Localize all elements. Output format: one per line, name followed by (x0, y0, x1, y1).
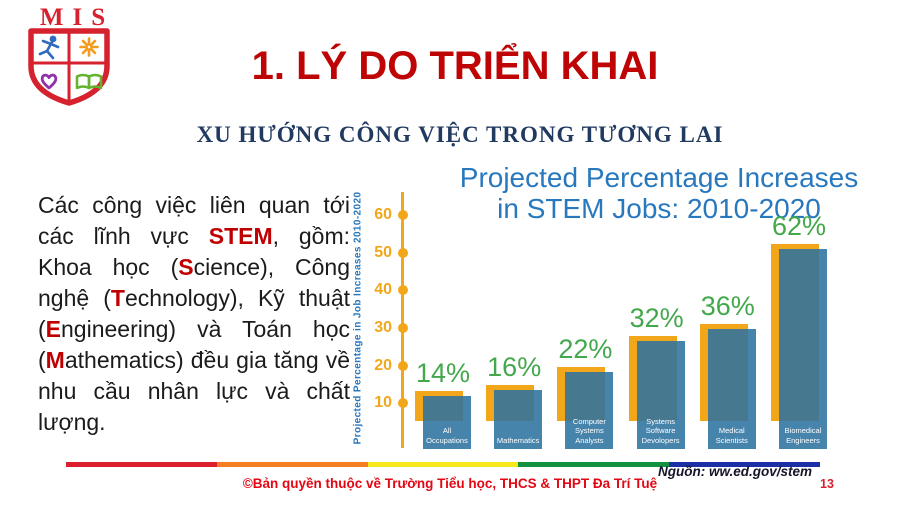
bar-back-gold (486, 385, 535, 421)
bar-front-blue (494, 390, 543, 449)
bar-back-gold (771, 244, 819, 421)
bar-category-label: Biomedical Engineers (784, 426, 822, 445)
stripe-segment-1 (66, 462, 217, 467)
stripe-segment-5 (669, 462, 820, 467)
bar-back-gold (415, 391, 463, 421)
bar-value-label: 36% (700, 290, 755, 321)
heart-icon (40, 73, 58, 90)
intro-paragraph: Các công việc liên quan tới các lĩnh vực… (38, 190, 350, 438)
bar-front-blue (779, 249, 827, 449)
page-title: 1. LÝ DO TRIỂN KHAI (251, 44, 659, 88)
y-axis-line (401, 192, 404, 448)
y-tick-dot (397, 398, 408, 409)
bar-category-label: Systems Software Devolopers (641, 416, 680, 445)
highlighted-text: T (110, 285, 125, 311)
star-icon (79, 37, 99, 57)
y-tick-label: 40 (374, 281, 392, 299)
chart-title: Projected Percentage Increases in STEM J… (420, 162, 898, 225)
highlighted-text: M (45, 347, 65, 373)
plain-text: echnology), Kỹ thuật ( (38, 285, 351, 342)
school-shield-logo (28, 28, 110, 106)
bar-category-label: All Occupations (426, 426, 468, 445)
bar-back-gold (628, 336, 677, 421)
highlighted-text: STEM (208, 223, 273, 249)
source-citation: Nguồn: ww.ed.gov/stem (657, 464, 812, 479)
chart-title-line1: Projected Percentage Increases (459, 162, 859, 193)
bar-category-label: Computer Systems Analysts (572, 416, 606, 445)
stripe-segment-3 (367, 462, 519, 467)
plain-text: ngineering) và Toán học ( (38, 316, 350, 373)
highlighted-text: E (45, 316, 62, 342)
shield-cross (33, 33, 105, 101)
runner-icon (38, 35, 60, 60)
bar-back-gold (699, 323, 748, 421)
logo-text: MIS (39, 4, 115, 31)
y-tick-label: 50 (374, 243, 392, 261)
y-tick-dot (397, 247, 408, 258)
bar-back-gold (557, 366, 606, 421)
page-number: 13 (820, 477, 834, 491)
bar-value-label: 16% (487, 352, 542, 383)
footer-copyright: ©Bản quyền thuộc về Trường Tiểu học, THC… (242, 476, 658, 491)
bar-front-blue (636, 341, 685, 449)
stripe-segment-2 (216, 462, 368, 467)
y-tick-dot (397, 209, 408, 220)
stripe-segment-4 (518, 462, 670, 467)
bar-front-blue (423, 396, 471, 449)
plain-text: , gồm: Khoa học ( (38, 223, 350, 280)
y-tick-dot (397, 360, 408, 371)
y-tick-label: 10 (374, 394, 392, 412)
plain-text: athematics) đều gia tăng về nhu cầu nhân… (38, 347, 350, 435)
bar-value-label: 32% (629, 303, 684, 334)
y-tick-label: 20 (374, 356, 392, 374)
bar-value-label: 14% (415, 358, 471, 389)
y-tick-dot (397, 322, 408, 333)
chart-title-line2: in STEM Jobs: 2010-2020 (497, 193, 821, 225)
y-tick-label: 30 (374, 318, 392, 336)
plain-text: cience), Công nghệ ( (38, 254, 350, 311)
bar-front-blue (707, 328, 756, 449)
bar-value-label: 22% (558, 333, 613, 364)
bar-front-blue (565, 371, 614, 449)
slide-subtitle: XU HƯỚNG CÔNG VIỆC TRONG TƯƠNG LAI (196, 122, 724, 147)
highlighted-text: S (178, 254, 194, 280)
y-axis-label: Projected Percentage in Job Increases 20… (352, 191, 364, 445)
y-tick-label: 60 (374, 205, 392, 223)
bar-category-label: Mathematics (496, 435, 540, 445)
y-tick-dot (397, 285, 408, 296)
decorative-color-stripe (66, 462, 820, 467)
book-icon (75, 73, 103, 90)
bar-category-label: Medical Scientists (715, 426, 748, 445)
plain-text: Các công việc liên quan tới các lĩnh vực (38, 192, 350, 249)
